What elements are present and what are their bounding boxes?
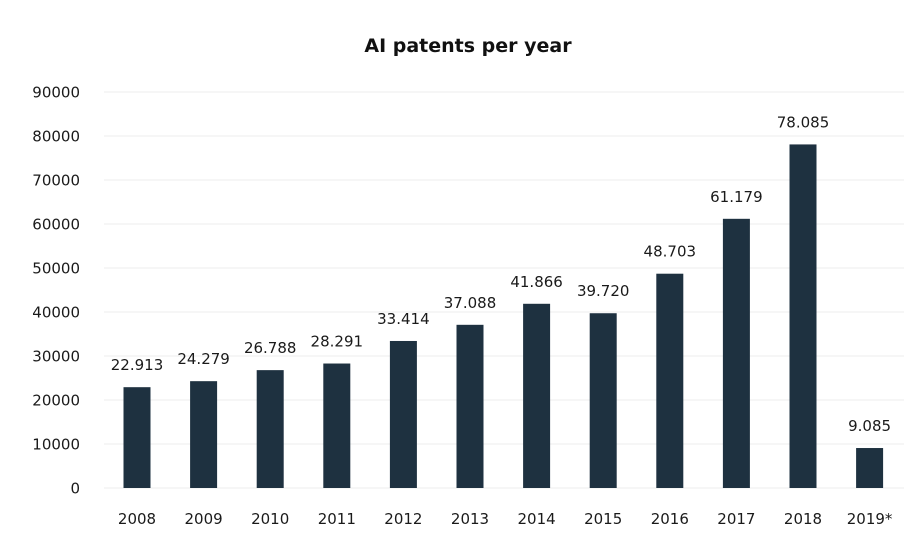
data-label: 41.866 (510, 273, 563, 291)
x-tick-label: 2009 (185, 510, 223, 528)
y-tick-label: 0 (70, 480, 80, 498)
data-label: 24.279 (177, 350, 230, 368)
x-tick-label: 2016 (651, 510, 689, 528)
x-tick-label: 2013 (451, 510, 489, 528)
y-tick-label: 90000 (32, 84, 80, 102)
data-label: 33.414 (377, 310, 430, 328)
x-tick-label: 2014 (518, 510, 556, 528)
data-label: 26.788 (244, 339, 297, 357)
x-axis-ticks: 2008 2009 2010 2011 2012 2013 2014 2015 2016 2017… (118, 510, 893, 528)
y-axis-ticks: 0 10000 20000 30000 40000 50000 60000 70000 8000… (32, 84, 80, 498)
bars (123, 144, 884, 489)
bar (256, 370, 284, 488)
data-labels: 22.913 24.279 26.788 28.291 33.414 37.088 41.8… (111, 113, 891, 435)
bar (123, 387, 151, 488)
bar (190, 381, 218, 488)
data-label: 48.703 (644, 243, 697, 261)
data-label: 9.085 (848, 417, 891, 435)
y-tick-label: 20000 (32, 392, 80, 410)
bar (789, 144, 817, 488)
data-label: 39.720 (577, 282, 630, 300)
data-label: 61.179 (710, 188, 763, 206)
data-label: 28.291 (311, 333, 364, 351)
bar (589, 313, 617, 488)
x-tick-label: 2012 (384, 510, 422, 528)
y-tick-label: 80000 (32, 128, 80, 146)
x-tick-label: 2017 (717, 510, 755, 528)
x-tick-label: 2018 (784, 510, 822, 528)
bar (456, 324, 484, 488)
y-tick-label: 60000 (32, 216, 80, 234)
bar (389, 340, 417, 488)
x-tick-label: 2011 (318, 510, 356, 528)
x-tick-label: 2010 (251, 510, 289, 528)
data-label: 37.088 (444, 294, 497, 312)
y-tick-label: 70000 (32, 172, 80, 190)
x-tick-label: 2008 (118, 510, 156, 528)
y-tick-label: 40000 (32, 304, 80, 322)
data-label: 78.085 (777, 113, 830, 131)
y-tick-label: 50000 (32, 260, 80, 278)
bar (722, 218, 750, 489)
chart-title: AI patents per year (364, 35, 572, 57)
data-label: 22.913 (111, 356, 164, 374)
bar (323, 363, 351, 488)
bar (856, 448, 884, 488)
x-tick-label: 2019* (847, 510, 893, 528)
x-tick-label: 2015 (584, 510, 622, 528)
gridlines (104, 91, 904, 489)
y-tick-label: 10000 (32, 436, 80, 454)
y-tick-label: 30000 (32, 348, 80, 366)
bar (523, 303, 551, 488)
bar (656, 273, 684, 488)
